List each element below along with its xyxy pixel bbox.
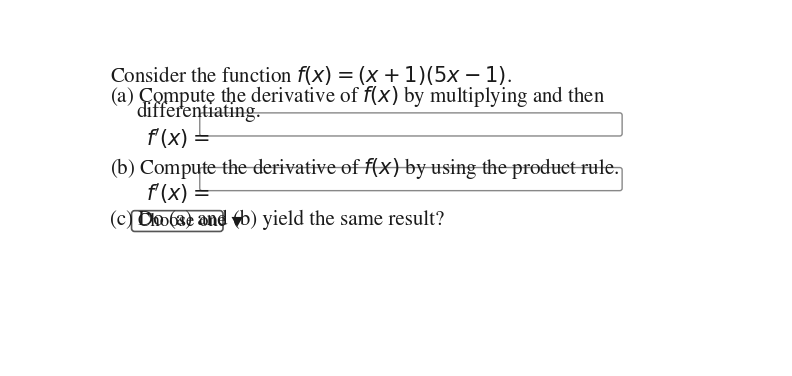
FancyBboxPatch shape	[200, 113, 623, 136]
Text: $f'(x) =$: $f'(x) =$	[146, 180, 209, 206]
FancyBboxPatch shape	[131, 211, 223, 232]
FancyBboxPatch shape	[200, 168, 623, 191]
Text: $f'(x) =$: $f'(x) =$	[146, 126, 209, 151]
Text: (c) Do (a) and (b) yield the same result?: (c) Do (a) and (b) yield the same result…	[110, 210, 444, 230]
Text: Consider the function $f(x) = (x+1)(5x-1)$.: Consider the function $f(x) = (x+1)(5x-1…	[110, 64, 512, 86]
Text: differentiating.: differentiating.	[136, 101, 261, 121]
Text: Choose one ▾: Choose one ▾	[138, 212, 243, 230]
Text: (b) Compute the derivative of $f(x)$ by using the product rule.: (b) Compute the derivative of $f(x)$ by …	[110, 156, 619, 181]
Text: (a) Compute the derivative of $f(x)$ by multiplying and then: (a) Compute the derivative of $f(x)$ by …	[110, 83, 605, 109]
